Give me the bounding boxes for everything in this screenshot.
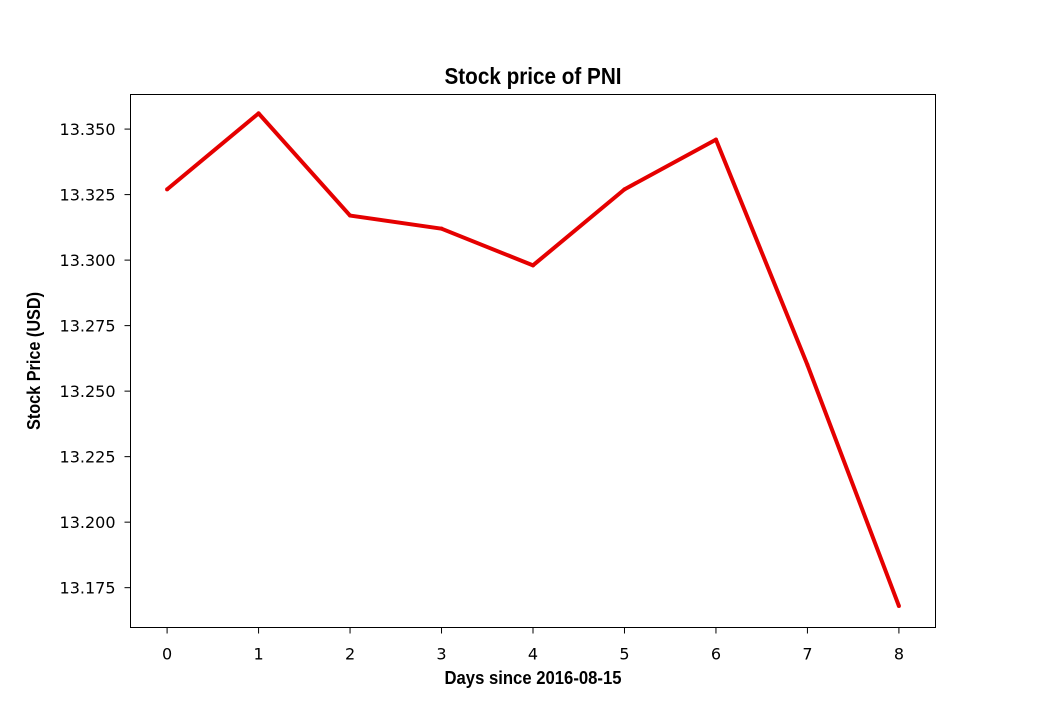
y-tick-label: 13.275	[60, 317, 116, 336]
x-tick-label: 8	[894, 645, 904, 664]
data-point	[713, 137, 718, 142]
x-tick-label: 0	[162, 645, 172, 664]
y-tick-label: 13.175	[60, 579, 116, 598]
y-axis-title: Stock Price (USD)	[24, 292, 44, 430]
data-point	[896, 604, 901, 609]
x-tick-label: 1	[253, 645, 263, 664]
series-line	[165, 111, 901, 607]
y-tick-label: 13.200	[60, 513, 116, 532]
data-point	[256, 111, 261, 116]
data-point	[531, 263, 535, 268]
y-tick-label: 13.250	[60, 382, 116, 401]
x-tick-label: 6	[711, 645, 721, 664]
y-axis: 13.175 13.200 13.225 13.250 13.275 13.300 13.3…	[60, 120, 131, 598]
y-tick-label: 13.225	[60, 448, 116, 467]
data-point	[622, 187, 627, 192]
data-point	[805, 362, 810, 367]
x-tick-label: 7	[802, 645, 812, 664]
x-tick-label: 3	[436, 645, 446, 664]
y-tick-label: 13.300	[60, 251, 116, 270]
y-tick-label: 13.350	[60, 120, 116, 139]
x-tick-label: 2	[345, 645, 355, 664]
x-axis: 0 1 2 3 4 5 6 7 8	[162, 627, 904, 664]
plot-frame	[130, 94, 936, 628]
data-point	[348, 213, 353, 218]
series-layer	[165, 111, 901, 609]
y-tick-label: 13.325	[60, 186, 116, 205]
data-point	[439, 226, 444, 231]
x-tick-label: 5	[619, 645, 629, 664]
chart-title: Stock price of PNI	[445, 63, 622, 89]
x-axis-title: Days since 2016-08-15	[445, 668, 622, 688]
x-tick-label: 4	[528, 645, 538, 664]
data-point	[165, 187, 170, 192]
plot-area	[130, 94, 936, 628]
